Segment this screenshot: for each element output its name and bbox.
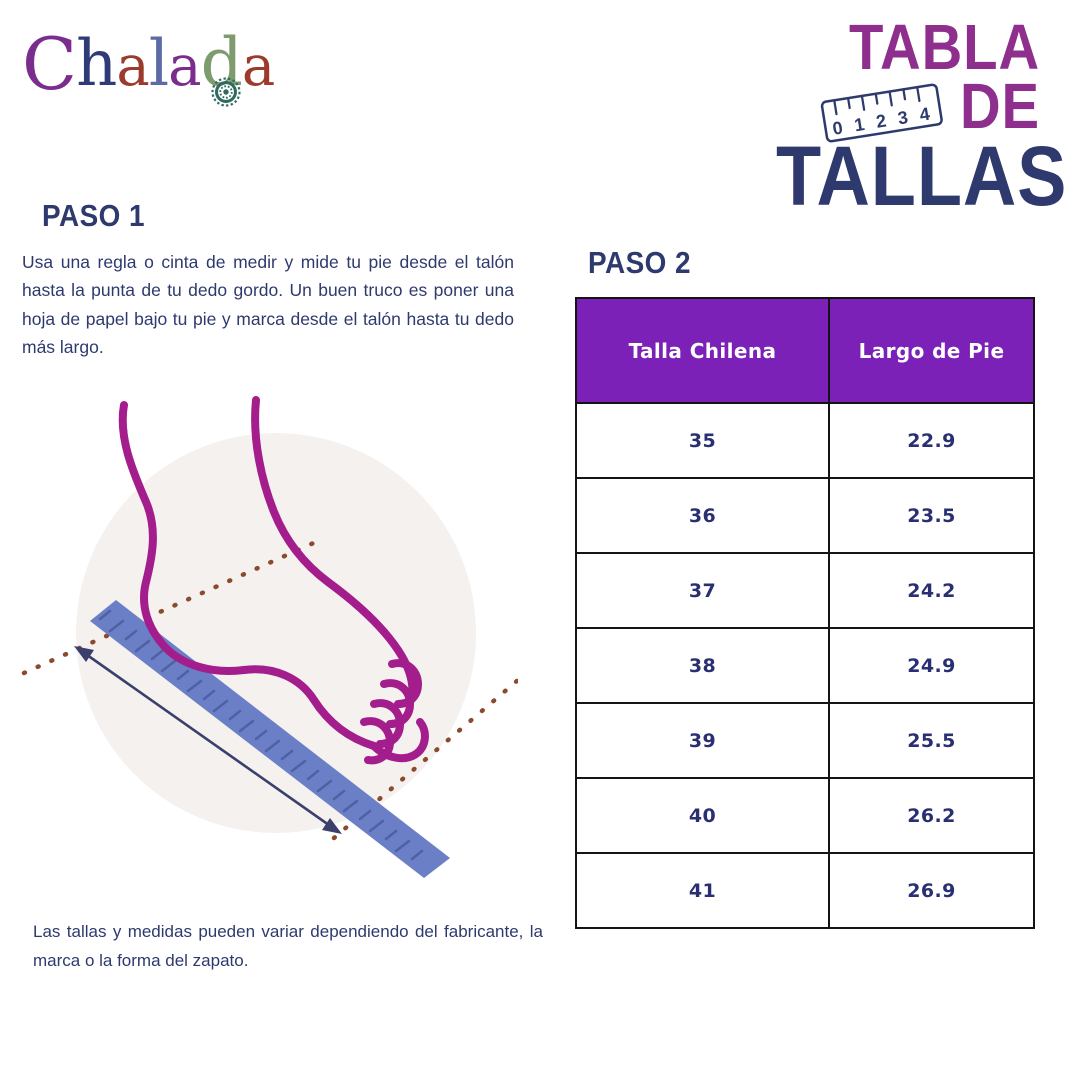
table-row: 35 22.9 [575,402,1035,479]
table-row: 41 26.9 [575,852,1035,929]
svg-text:0: 0 [831,117,844,138]
svg-text:1: 1 [853,114,866,135]
mandala-icon [211,77,241,107]
cell-largo: 22.9 [828,402,1035,479]
step-1-heading: PASO 1 [42,198,145,233]
illustration-background-circle [76,433,476,833]
disclaimer-note: Las tallas y medidas pueden variar depen… [33,922,543,970]
cell-talla: 35 [575,402,830,479]
column-header-talla-chilena: Talla Chilena [575,297,830,404]
foot-measurement-diagram [21,396,518,878]
step-1-body-text: Usa una regla o cinta de medir y mide tu… [22,252,514,358]
logo-letter-h: h [76,27,117,101]
ruler-graphic [90,600,450,878]
cell-largo: 23.5 [828,477,1035,554]
table-row: 38 24.9 [575,627,1035,704]
table-row: 39 25.5 [575,702,1035,779]
toe-guide-line [331,677,518,841]
page-title: TABLA DE TALLAS 0 1 2 3 4 [740,11,1068,223]
title-line-tallas: TALLAS [776,128,1068,223]
logo-letter-a1: a [116,34,149,99]
brand-logo-wordmark: Chalada [22,24,282,101]
svg-text:4: 4 [918,104,931,125]
svg-text:3: 3 [896,107,909,128]
cell-talla: 39 [575,702,830,779]
cell-largo: 25.5 [828,702,1035,779]
title-line-tabla-de: TABLA DE [848,11,1040,142]
step-2-heading: PASO 2 [588,245,691,280]
cell-talla: 36 [575,477,830,554]
logo-letter-a3: a [241,34,275,99]
table-row: 40 26.2 [575,777,1035,854]
cell-largo: 24.2 [828,552,1035,629]
logo-letter-a2: a [168,34,201,99]
logo-letter-l: l [148,27,169,101]
cell-largo: 26.2 [828,777,1035,854]
heel-guide-line [21,538,321,676]
brand-logo: Chalada [22,24,282,107]
measurement-arrow [74,646,342,834]
svg-text:2: 2 [875,111,888,132]
logo-letter-c: C [22,22,77,106]
foot-outline [118,396,429,765]
cell-talla: 41 [575,852,830,929]
cell-largo: 26.9 [828,852,1035,929]
table-row: 36 23.5 [575,477,1035,554]
cell-talla: 37 [575,552,830,629]
ruler-icon: 0 1 2 3 4 [820,83,943,143]
column-header-largo-de-pie: Largo de Pie [828,297,1035,404]
size-chart-table: Talla Chilena Largo de Pie 35 22.9 36 23… [575,297,1035,929]
cell-talla: 40 [575,777,830,854]
cell-largo: 24.9 [828,627,1035,704]
cell-talla: 38 [575,627,830,704]
table-row: 37 24.2 [575,552,1035,629]
table-header-row: Talla Chilena Largo de Pie [575,297,1035,404]
